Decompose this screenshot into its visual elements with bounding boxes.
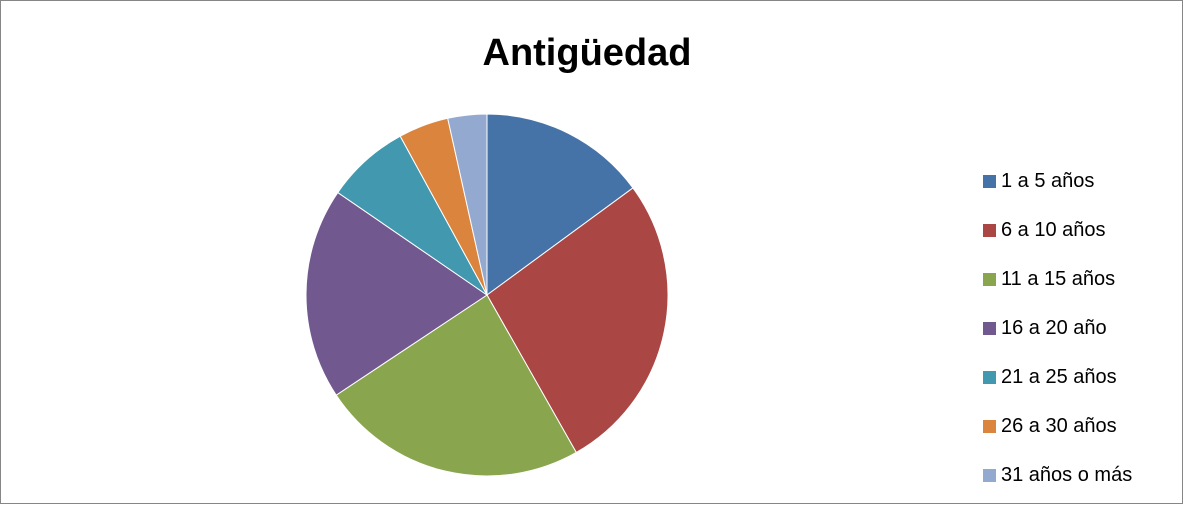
legend-swatch — [983, 469, 996, 482]
pie-slice-3 — [335, 294, 577, 477]
legend-label: 21 a 25 años — [1001, 366, 1117, 388]
legend-label: 16 a 20 año — [1001, 317, 1107, 339]
chart-title: Antigüedad — [482, 32, 692, 74]
legend-item-7: 31 años o más — [983, 459, 1132, 508]
legend-item-3: 11 a 15 años — [983, 263, 1132, 312]
legend-label: 6 a 10 años — [1001, 219, 1106, 241]
pie-slice-4 — [305, 191, 488, 396]
legend-item-4: 16 a 20 año — [983, 312, 1132, 361]
pie-slice-1 — [486, 113, 634, 296]
legend-label: 26 a 30 años — [1001, 415, 1117, 437]
pie-slice-7 — [447, 113, 488, 296]
legend-label: 31 años o más — [1001, 464, 1133, 486]
pie-chart — [305, 113, 669, 477]
legend-swatch — [983, 420, 996, 433]
legend-swatch — [983, 175, 996, 188]
pie-slice-2 — [486, 187, 669, 454]
legend-item-1: 1 a 5 años — [983, 165, 1132, 214]
legend-swatch — [983, 224, 996, 237]
chart-legend: 1 a 5 años 6 a 10 años 11 a 15 años 16 a 20… — [983, 165, 1132, 508]
legend-swatch — [983, 371, 996, 384]
legend-item-2: 6 a 10 años — [983, 214, 1132, 263]
legend-item-6: 26 a 30 años — [983, 410, 1132, 459]
legend-swatch — [983, 273, 996, 286]
legend-item-5: 21 a 25 años — [983, 361, 1132, 410]
legend-label: 11 a 15 años — [1001, 268, 1116, 290]
legend-label: 1 a 5 años — [1001, 170, 1095, 192]
legend-swatch — [983, 322, 996, 335]
